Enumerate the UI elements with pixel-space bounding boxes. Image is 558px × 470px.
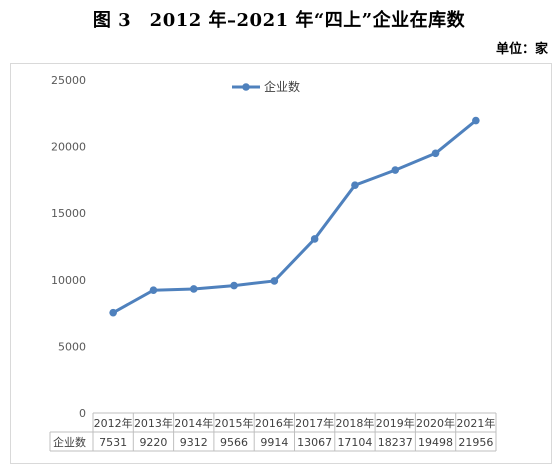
x-category-label: 2019年	[376, 416, 415, 430]
y-tick-label: 0	[79, 407, 86, 420]
data-point-marker	[351, 181, 359, 189]
y-tick-label: 25000	[51, 74, 86, 87]
legend-marker	[242, 83, 250, 91]
x-category-label: 2020年	[416, 416, 455, 430]
x-category-label: 2018年	[335, 416, 374, 430]
y-tick-label: 20000	[51, 141, 86, 154]
data-point-marker	[472, 116, 480, 125]
x-category-label: 2014年	[174, 416, 213, 430]
x-category-label: 2012年	[94, 416, 133, 430]
x-category-label: 2013年	[134, 416, 173, 430]
table-value: 9914	[260, 436, 288, 449]
data-point-marker	[431, 149, 440, 158]
data-point-marker	[189, 285, 198, 293]
data-point-marker	[270, 277, 279, 285]
table-value: 7531	[99, 436, 127, 449]
data-point-marker	[391, 166, 400, 174]
table-value: 17104	[337, 436, 372, 449]
legend-label: 企业数	[264, 79, 300, 94]
x-category-label: 2017年	[295, 416, 334, 430]
series-line	[112, 119, 477, 314]
data-point-marker	[109, 308, 117, 317]
chart-title: 图 3 2012 年–2021 年“四上”企业在库数	[92, 10, 466, 31]
data-point-marker	[310, 235, 319, 243]
table-value: 13067	[297, 436, 332, 449]
table-value: 9312	[180, 436, 208, 449]
chart-frame	[10, 63, 552, 464]
data-point-marker	[230, 281, 238, 290]
table-value: 9566	[220, 436, 248, 449]
y-tick-label: 5000	[58, 340, 86, 353]
table-value: 21956	[458, 436, 493, 449]
y-tick-label: 15000	[51, 207, 86, 220]
x-category-label: 2021年	[456, 416, 495, 430]
unit-label: 单位：家	[495, 42, 548, 57]
x-category-label: 2015年	[215, 416, 254, 430]
table-value: 18237	[378, 436, 413, 449]
table-value: 9220	[139, 436, 167, 449]
x-category-label: 2016年	[255, 416, 294, 430]
table-series-name: 企业数	[53, 435, 86, 449]
data-point-marker	[149, 286, 158, 294]
table-value: 19498	[418, 436, 453, 449]
y-tick-label: 10000	[51, 274, 86, 287]
